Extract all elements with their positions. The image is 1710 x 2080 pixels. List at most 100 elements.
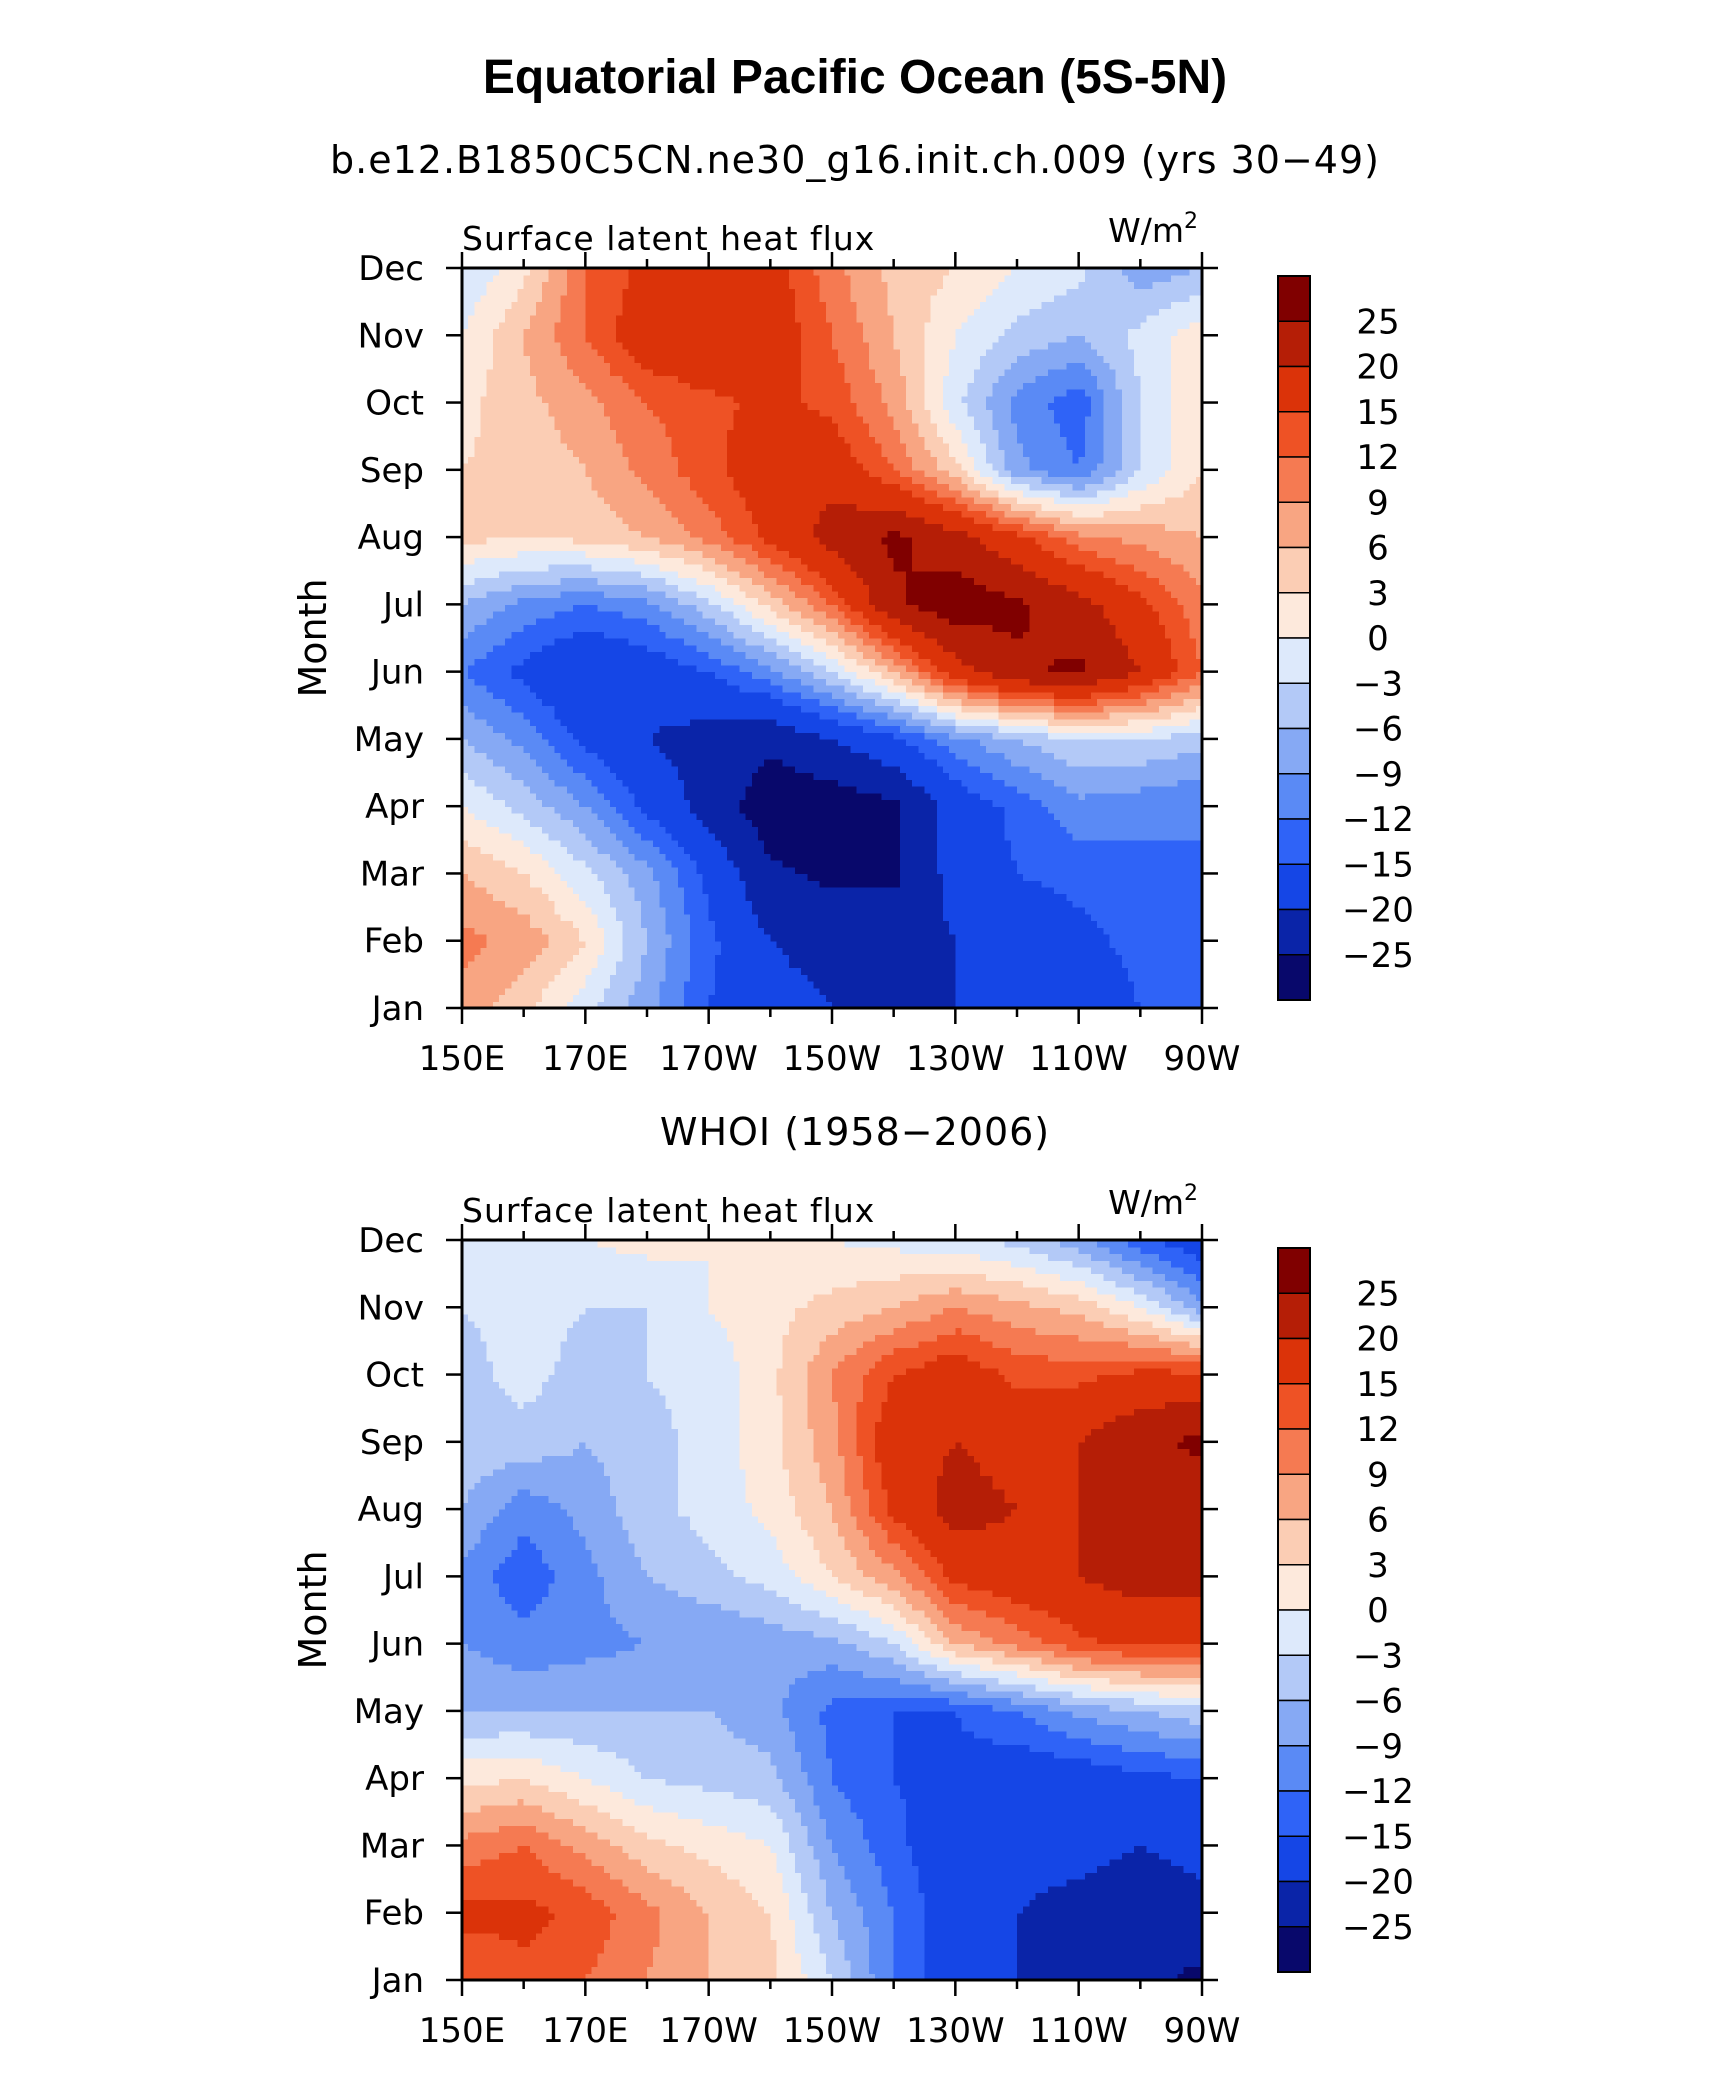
contour-cell: [962, 921, 969, 928]
contour-cell: [1091, 988, 1098, 995]
contour-cell: [906, 995, 913, 1002]
contour-cell: [555, 900, 562, 907]
contour-cell: [610, 947, 617, 954]
contour-cell: [647, 974, 654, 981]
contour-cell: [604, 981, 611, 988]
contour-cell: [505, 981, 512, 988]
contour-cell: [857, 847, 864, 854]
contour-cell: [918, 873, 925, 880]
contour-cell: [1134, 900, 1141, 907]
contour-cell: [592, 968, 599, 975]
contour-cell: [696, 900, 703, 907]
contour-cell: [641, 961, 648, 968]
contour-cell: [764, 954, 771, 961]
contour-cell: [992, 914, 999, 921]
contour-cell: [561, 873, 568, 880]
contour-cell: [1116, 995, 1123, 1002]
contour-cell: [505, 941, 512, 948]
contour-cell: [955, 880, 962, 887]
contour-cell: [1005, 900, 1012, 907]
contour-cell: [1140, 961, 1147, 968]
contour-cell: [974, 880, 981, 887]
contour-cell: [1091, 974, 1098, 981]
contour-cell: [468, 995, 475, 1002]
contour-cell: [709, 853, 716, 860]
contour-cell: [1134, 880, 1141, 887]
contour-cell: [844, 995, 851, 1002]
contour-cell: [1005, 853, 1012, 860]
contour-cell: [820, 873, 827, 880]
contour-cell: [567, 887, 574, 894]
contour-cell: [980, 921, 987, 928]
contour-cell: [777, 921, 784, 928]
contour-cell: [1005, 880, 1012, 887]
contour-cell: [511, 894, 518, 901]
contour-cell: [918, 853, 925, 860]
contour-cell: [1073, 914, 1080, 921]
contour-cell: [826, 941, 833, 948]
contour-cell: [1060, 947, 1067, 954]
contour-cell: [875, 921, 882, 928]
contour-cell: [635, 954, 642, 961]
contour-cell: [875, 981, 882, 988]
contour-cell: [918, 981, 925, 988]
contour-cell: [598, 968, 605, 975]
contour-cell: [777, 974, 784, 981]
contour-cell: [635, 941, 642, 948]
contour-cell: [1147, 900, 1154, 907]
contour-cell: [1023, 961, 1030, 968]
contour-cell: [992, 988, 999, 995]
contour-cell: [653, 974, 660, 981]
contour-cell: [727, 880, 734, 887]
contour-cell: [481, 867, 488, 874]
contour-cell: [629, 887, 636, 894]
contour-cell: [610, 853, 617, 860]
contour-cell: [832, 968, 839, 975]
contour-cell: [875, 988, 882, 995]
contour-cell: [604, 995, 611, 1002]
contour-cell: [1134, 921, 1141, 928]
contour-cell: [986, 968, 993, 975]
contour-cell: [616, 887, 623, 894]
contour-cell: [1097, 860, 1104, 867]
contour-cell: [1110, 907, 1117, 914]
contour-cell: [1017, 974, 1024, 981]
contour-cell: [1110, 988, 1117, 995]
contour-cell: [789, 873, 796, 880]
contour-cell: [838, 947, 845, 954]
contour-cell: [610, 954, 617, 961]
contour-cell: [592, 974, 599, 981]
contour-cell: [1005, 867, 1012, 874]
contour-cell: [567, 900, 574, 907]
contour-cell: [635, 961, 642, 968]
contour-cell: [955, 914, 962, 921]
contour-cell: [789, 867, 796, 874]
contour-cell: [746, 947, 753, 954]
contour-cell: [789, 860, 796, 867]
contour-cell: [1017, 867, 1024, 874]
contour-cell: [487, 988, 494, 995]
contour-cell: [1165, 995, 1172, 1002]
contour-cell: [487, 961, 494, 968]
contour-cell: [807, 900, 814, 907]
contour-cell: [986, 934, 993, 941]
contour-cell: [678, 941, 685, 948]
contour-cell: [783, 941, 790, 948]
contour-cell: [962, 894, 969, 901]
contour-cell: [524, 954, 531, 961]
contour-cell: [820, 880, 827, 887]
contour-cell: [949, 921, 956, 928]
contour-cell: [598, 873, 605, 880]
contour-cell: [857, 860, 864, 867]
contour-cell: [561, 907, 568, 914]
contour-cell: [703, 947, 710, 954]
contour-cell: [474, 860, 481, 867]
contour-cell: [1029, 853, 1036, 860]
contour-cell: [992, 894, 999, 901]
contour-cell: [869, 880, 876, 887]
contour-cell: [851, 853, 858, 860]
contour-cell: [690, 860, 697, 867]
contour-cell: [536, 954, 543, 961]
contour-cell: [727, 988, 734, 995]
contour-cell: [622, 988, 629, 995]
